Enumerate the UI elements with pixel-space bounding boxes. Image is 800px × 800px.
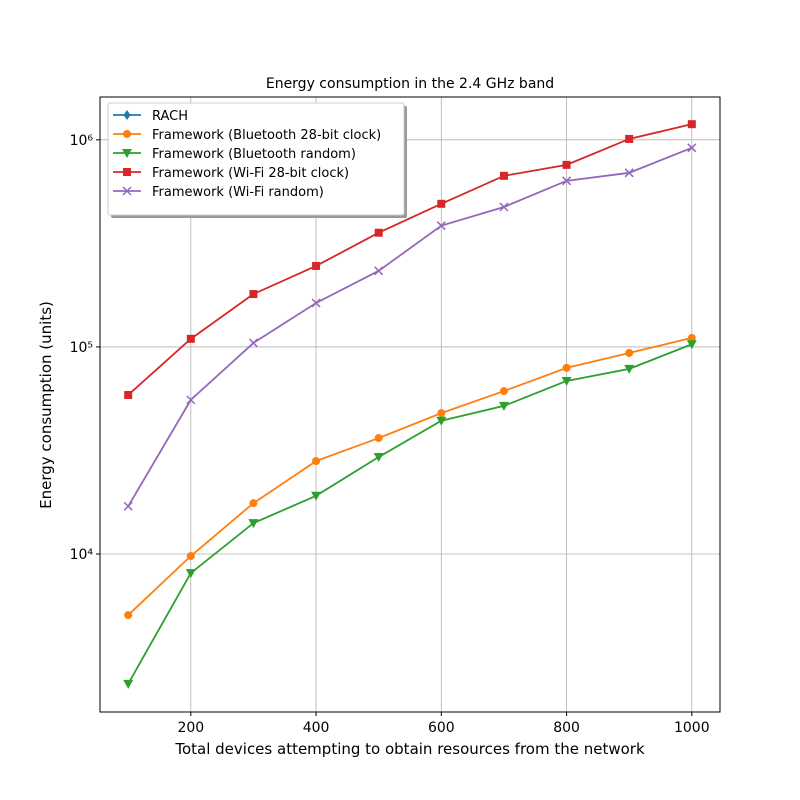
marker: [562, 363, 571, 372]
marker: [437, 409, 446, 418]
plot-frame: [99, 96, 721, 713]
marker: [436, 221, 446, 231]
marker: [687, 143, 697, 153]
y-axis-label: Energy consumption (units): [37, 301, 55, 509]
marker: [687, 120, 696, 129]
marker: [499, 171, 508, 180]
y-tick-label: 10⁴: [70, 547, 94, 563]
y-tick-label: 10⁶: [70, 133, 94, 149]
series-line: [127, 337, 693, 616]
legend-label: Framework (Wi-Fi 28-bit clock): [152, 166, 349, 181]
legend-label: RACH: [152, 109, 188, 124]
marker: [499, 387, 508, 396]
marker: [436, 416, 447, 426]
marker: [624, 168, 634, 178]
marker: [122, 186, 132, 196]
marker: [312, 261, 321, 270]
x-tick-label: 600: [428, 720, 455, 736]
marker: [185, 569, 196, 579]
x-tick-label: 400: [303, 720, 330, 736]
marker: [498, 401, 509, 411]
marker: [123, 168, 131, 176]
marker: [311, 298, 321, 308]
marker: [124, 390, 133, 399]
marker: [625, 134, 634, 143]
marker: [499, 202, 509, 212]
marker: [625, 348, 634, 357]
marker: [122, 149, 132, 158]
marker: [374, 434, 383, 443]
marker: [248, 338, 258, 348]
legend-label: Framework (Bluetooth 28-bit clock): [152, 128, 381, 143]
marker: [123, 679, 134, 689]
marker: [186, 552, 195, 561]
marker: [373, 453, 384, 463]
legend-label: Framework (Bluetooth random): [152, 147, 356, 162]
marker: [686, 340, 697, 350]
marker: [374, 266, 384, 276]
marker: [374, 228, 383, 237]
marker: [123, 130, 131, 138]
marker: [248, 519, 259, 529]
marker: [437, 199, 446, 208]
x-axis-label: Total devices attempting to obtain resou…: [174, 740, 645, 758]
y-tick-label: 10⁵: [70, 340, 93, 356]
marker: [186, 334, 195, 343]
legend: RACH Framework (Bluetooth 28-bit clock) Fr…: [107, 102, 407, 218]
marker: [311, 491, 322, 501]
marker: [687, 333, 696, 342]
marker: [312, 457, 321, 466]
marker: [562, 176, 572, 186]
x-tick-label: 1000: [674, 720, 710, 736]
marker: [186, 395, 196, 405]
marker: [124, 611, 133, 620]
marker: [249, 290, 258, 299]
series-line: [127, 343, 693, 685]
marker: [561, 376, 572, 386]
series-line: [127, 123, 693, 396]
x-tick-label: 200: [177, 720, 204, 736]
marker: [562, 160, 571, 169]
chart-title: Energy consumption in the 2.4 GHz band: [266, 76, 554, 92]
x-tick-label: 800: [553, 720, 580, 736]
marker: [123, 501, 133, 511]
series-line: [127, 146, 693, 507]
legend-label: Framework (Wi-Fi random): [152, 185, 324, 200]
marker: [624, 364, 635, 374]
marker: [249, 499, 258, 508]
legend-box: [107, 102, 405, 216]
marker: [123, 110, 131, 120]
